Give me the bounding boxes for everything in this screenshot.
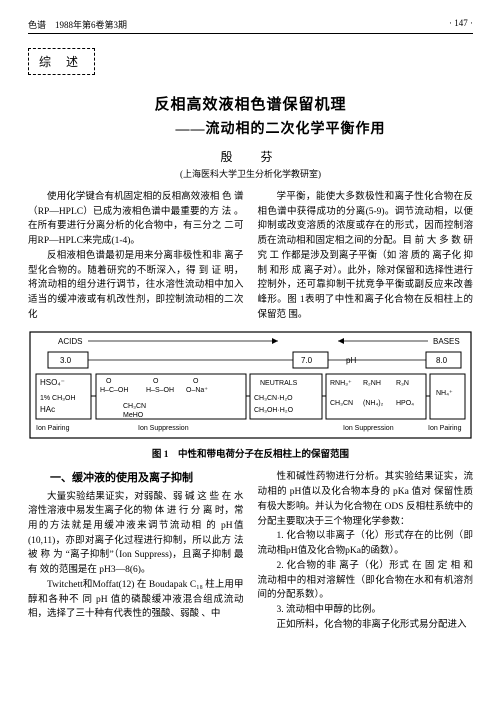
header-page-num: · 147 · <box>449 18 473 31</box>
species: CH₃CN·H₂O <box>254 395 293 402</box>
ph-left: 3.0 <box>60 356 72 365</box>
intro-columns: 使用化学键合有机固定相的反相高效液相 色 谱（RP—HPLC）已成为液相色谱中最… <box>28 190 473 322</box>
ph-mid: 7.0 <box>301 356 313 365</box>
body-para: 正如所料，化合物的非离子化形式易分配进入 <box>258 618 474 633</box>
review-label: 综 述 <box>39 55 84 69</box>
header-left: 色谱 1988年第6卷第3期 <box>28 18 127 31</box>
species: R₃N <box>396 380 409 387</box>
title-main: 反相高效液相色谱保留机理 <box>28 93 473 114</box>
review-label-box: 综 述 <box>28 48 95 75</box>
svg-text:O: O <box>106 378 112 385</box>
intro-col-left: 使用化学键合有机固定相的反相高效液相 色 谱（RP—HPLC）已成为液相色谱中最… <box>28 190 244 322</box>
body-para: 大量实验结果证实，对弱酸、弱 碱 这 些 在 水 溶性溶液中易发生离子化的物 体… <box>28 490 244 578</box>
species: HSO₄⁻ <box>40 378 65 387</box>
species: R₂NH <box>363 380 381 387</box>
ion-suppression-2: Ion Suppression <box>343 425 394 432</box>
species: HAc <box>40 405 55 414</box>
ion-pairing-right: Ion Pairing <box>428 425 462 432</box>
figure-1-caption: 图 1 中性和带电荷分子在反相柱上的保留范围 <box>28 446 473 460</box>
species: H–C–OH <box>100 387 128 394</box>
species: 1% CH₃OH <box>40 395 76 402</box>
ion-suppression-1: Ion Suppression <box>138 425 189 432</box>
body-para: 1. 化合物以非离子（化）形式存在的比例（即流动相pH值及化合物pKa的函数）。 <box>258 529 474 558</box>
affiliation: (上海医科大学卫生分析化学教研室) <box>28 167 473 180</box>
species: NH₄⁺ <box>436 390 453 397</box>
species: CH₃CN <box>123 403 146 410</box>
section-1-heading: 一、缓冲液的使用及离子抑制 <box>28 470 244 487</box>
title-sub: ——流动相的二次化学平衡作用 <box>28 118 473 138</box>
species: CH₃OH·H₂O <box>254 407 294 414</box>
intro-para: 反相液相色谱最初是用来分离非极性和非 离子型化合物的。随着研究的不断深入，得 到… <box>28 249 244 323</box>
lower-col-right: 性和碱性药物进行分析。其实验结果证实，流动相的 pH值以及化合物本身的 pKa … <box>258 470 474 632</box>
body-para: 性和碱性药物进行分析。其实验结果证实，流动相的 pH值以及化合物本身的 pKa … <box>258 470 474 529</box>
neutrals-label: NEUTRALS <box>260 380 298 387</box>
ph-right: 8.0 <box>436 356 448 365</box>
ion-pairing-left: Ion Pairing <box>36 425 70 432</box>
species: (NH₄)₂ <box>363 400 384 407</box>
body-para: Twitchett和Moffat(12) 在 Boudapak C₁₈ 柱上用甲… <box>28 578 244 622</box>
species: CH₃CN <box>330 400 353 407</box>
lower-columns: 一、缓冲液的使用及离子抑制 大量实验结果证实，对弱酸、弱 碱 这 些 在 水 溶… <box>28 470 473 632</box>
species: RNH₃⁺ <box>330 380 352 387</box>
svg-text:O: O <box>193 378 199 385</box>
label-acids: ACIDS <box>58 337 82 346</box>
species: MeHO <box>123 412 144 419</box>
intro-para: 使用化学键合有机固定相的反相高效液相 色 谱（RP—HPLC）已成为液相色谱中最… <box>28 190 244 249</box>
page-header: 色谱 1988年第6卷第3期 · 147 · <box>28 18 473 34</box>
body-para: 3. 流动相中甲醇的比例。 <box>258 603 474 618</box>
figure-svg: ACIDS BASES 3.0 7.0 pH 8.0 HSO₄⁻ 1% CH₃O… <box>28 330 473 440</box>
label-bases: BASES <box>433 337 460 346</box>
author: 殷 芬 <box>28 148 473 165</box>
intro-col-right: 学平衡，能使大多数极性和离子性化合物在反 相色谱中获得成功的分离(5-9)。调节… <box>258 190 474 322</box>
body-para: 2. 化合物的非 离子（化）形式 在 固 定 相 和 流动相中的相对溶解性（即化… <box>258 559 474 603</box>
lower-col-left: 一、缓冲液的使用及离子抑制 大量实验结果证实，对弱酸、弱 碱 这 些 在 水 溶… <box>28 470 244 632</box>
intro-para: 学平衡，能使大多数极性和离子性化合物在反 相色谱中获得成功的分离(5-9)。调节… <box>258 190 474 322</box>
species: O–Na⁺ <box>186 387 208 394</box>
figure-1-diagram: ACIDS BASES 3.0 7.0 pH 8.0 HSO₄⁻ 1% CH₃O… <box>28 330 473 440</box>
species: HPO₄ <box>396 400 414 407</box>
ph-label: pH <box>346 356 356 365</box>
species: H–S–OH <box>146 387 174 394</box>
title-block: 反相高效液相色谱保留机理 ——流动相的二次化学平衡作用 殷 芬 (上海医科大学卫… <box>28 93 473 180</box>
svg-text:O: O <box>153 378 159 385</box>
